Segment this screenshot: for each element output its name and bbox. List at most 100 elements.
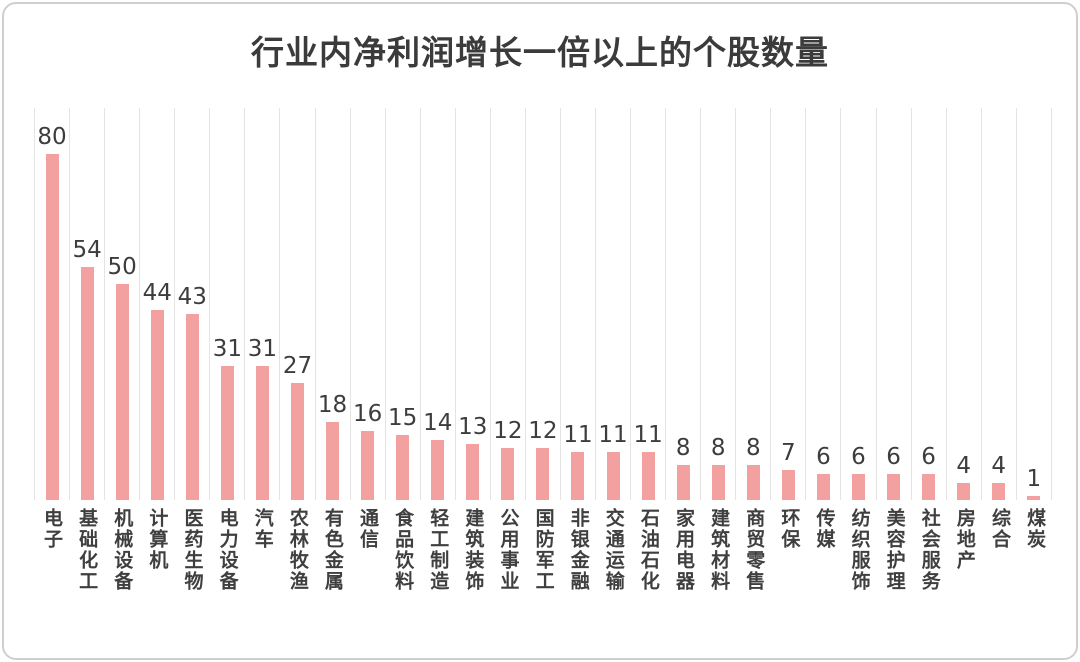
category-label: 建筑装饰: [462, 508, 485, 592]
category-cell: 建筑装饰: [455, 508, 490, 592]
bar: [396, 435, 410, 500]
category-label: 公用事业: [497, 508, 520, 592]
bar-value-label: 6: [851, 443, 866, 470]
bar: [992, 483, 1006, 500]
bar-value-label: 7: [781, 439, 796, 466]
bar: [501, 448, 515, 500]
bar: [536, 448, 550, 500]
bar-column: 6: [877, 108, 912, 500]
bar-value-label: 6: [886, 443, 901, 470]
bar-value-label: 13: [458, 413, 488, 440]
bar-value-label: 80: [37, 123, 67, 150]
bar-value-label: 4: [956, 452, 971, 479]
category-label: 石油石化: [637, 508, 660, 592]
category-label: 建筑材料: [708, 508, 731, 592]
category-cell: 综合: [982, 508, 1017, 550]
bar-column: 11: [561, 108, 596, 500]
category-cell: 公用事业: [490, 508, 525, 592]
bar-value-label: 54: [72, 236, 102, 263]
category-cell: 国防军工: [526, 508, 561, 592]
category-cell: 基础化工: [69, 508, 104, 592]
bar: [887, 474, 901, 500]
category-cell: 食品饮料: [385, 508, 420, 592]
category-cell: 社会服务: [912, 508, 947, 592]
bar-column: 4: [947, 108, 982, 500]
category-cell: 非银金融: [561, 508, 596, 592]
bar-column: 6: [912, 108, 947, 500]
bar: [466, 444, 480, 500]
bar-column: 80: [34, 108, 71, 500]
plot-area: 80 54 50 44 43 31 31 27 18 16 15 14 13 12 12 11 11 11 8 8 8 7…: [34, 108, 1052, 500]
bar: [326, 422, 340, 500]
category-label: 商贸零售: [743, 508, 766, 592]
bar-value-label: 16: [352, 400, 383, 427]
bar-column: 11: [631, 108, 667, 500]
bar-column: 27: [280, 108, 316, 500]
category-label: 计算机: [146, 508, 169, 571]
bar-column: 6: [806, 108, 842, 500]
category-label: 医药生物: [181, 508, 204, 592]
category-label: 家用电器: [673, 508, 696, 592]
bar-column: 54: [70, 108, 106, 500]
category-cell: 医药生物: [174, 508, 209, 592]
bar: [781, 470, 795, 500]
category-cell: 建筑材料: [701, 508, 736, 592]
bar: [45, 154, 59, 500]
category-cell: 机械设备: [104, 508, 139, 592]
bar-column: 8: [701, 108, 737, 500]
bar-column: 15: [386, 108, 421, 500]
category-label: 汽车: [251, 508, 274, 550]
bar-column: 13: [456, 108, 491, 500]
category-cell: 石油石化: [631, 508, 666, 592]
category-label: 基础化工: [76, 508, 99, 592]
category-label: 非银金融: [567, 508, 590, 592]
bar: [851, 474, 865, 500]
bar-value-label: 1: [1026, 465, 1042, 492]
bar: [80, 267, 94, 500]
bar-value-label: 6: [921, 443, 936, 470]
category-cell: 纺织服饰: [842, 508, 877, 592]
bar: [641, 452, 655, 500]
bar: [571, 452, 585, 500]
category-cell: 传媒: [806, 508, 841, 550]
bar: [711, 465, 725, 500]
category-cell: 房地产: [947, 508, 982, 571]
bar-value-label: 50: [107, 253, 137, 280]
category-cell: 轻工制造: [420, 508, 455, 592]
category-label: 通信: [357, 508, 380, 550]
category-cell: 环保: [771, 508, 806, 550]
bar-value-label: 8: [675, 434, 691, 461]
bar-value-label: 15: [388, 404, 418, 431]
bar-column: 44: [140, 108, 176, 500]
category-label: 纺织服饰: [848, 508, 871, 592]
bar-value-label: 27: [282, 352, 313, 379]
plot-wrap: 80 54 50 44 43 31 31 27 18 16 15 14 13 12 12 11 11 11 8 8 8 7…: [34, 108, 1052, 646]
bar: [255, 366, 269, 500]
bar-column: 14: [421, 108, 456, 500]
category-label: 机械设备: [111, 508, 134, 592]
bar-column: 1: [1017, 108, 1052, 500]
bar-value-label: 12: [493, 417, 523, 444]
category-label: 综合: [989, 508, 1011, 550]
category-label: 美容护理: [883, 508, 906, 592]
bar-value-label: 11: [563, 421, 593, 448]
bar-column: 12: [526, 108, 561, 500]
bar: [290, 383, 304, 500]
bar: [676, 465, 690, 500]
bar-value-label: 6: [816, 443, 831, 470]
bar-column: 31: [210, 108, 246, 500]
bar-column: 12: [491, 108, 526, 500]
chart-title: 行业内净利润增长一倍以上的个股数量: [251, 33, 829, 72]
bar-value-label: 14: [423, 409, 453, 436]
category-label: 社会服务: [918, 508, 941, 592]
bar-column: 43: [175, 108, 211, 500]
category-cell: 家用电器: [666, 508, 701, 592]
bar-value-label: 31: [212, 335, 242, 362]
category-cell: 煤炭: [1017, 508, 1052, 550]
category-cell: 电子: [34, 508, 69, 550]
bar: [1027, 496, 1041, 500]
category-cell: 有色金属: [315, 508, 350, 592]
bar-value-label: 11: [633, 421, 663, 448]
bar: [816, 474, 830, 500]
